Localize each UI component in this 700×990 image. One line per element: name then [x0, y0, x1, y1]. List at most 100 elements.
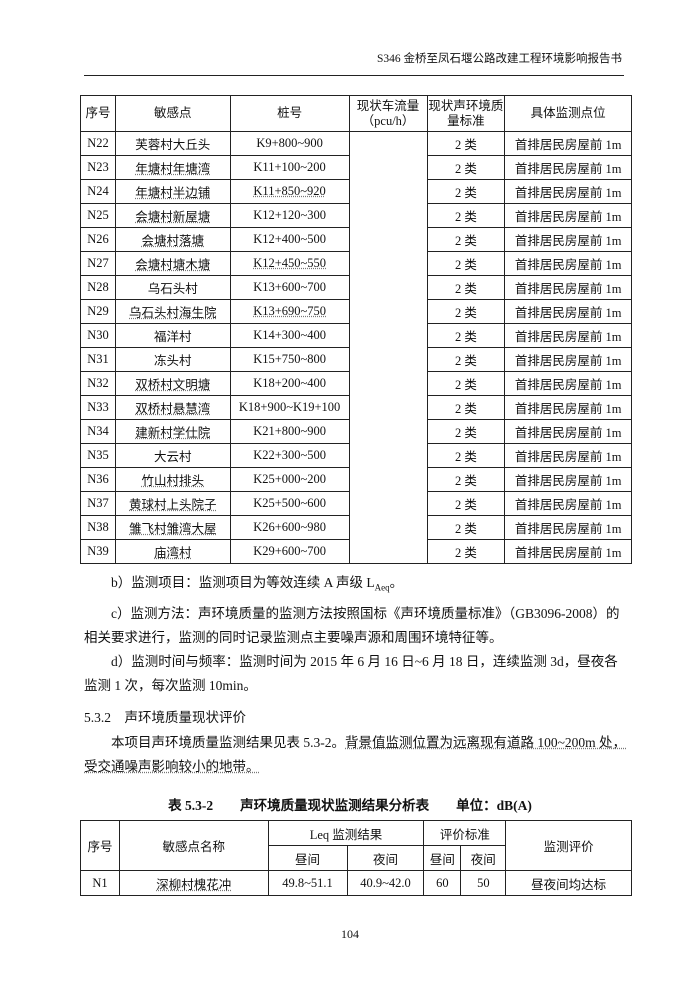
table-row: N1 深柳村槐花冲 49.8~51.1 40.9~42.0 60 50 昼夜间均… — [80, 870, 632, 896]
cell: K12+120~300 — [229, 203, 350, 228]
table-row: N31 冻头村 K15+750~800 2 类首排居民房屋前 1m — [80, 347, 632, 372]
cell: N23 — [80, 155, 116, 180]
table-row: N28 乌石头村 K13+600~700 2 类首排居民房屋前 1m — [80, 275, 632, 300]
cell: N29 — [80, 299, 116, 324]
paragraph-results: 本项目声环境质量监测结果见表 5.3-2。背景值监测位置为远离现有道路 100~… — [84, 731, 630, 779]
cell: N30 — [80, 323, 116, 348]
cell: N32 — [80, 371, 116, 396]
cell: N27 — [80, 251, 116, 276]
cell: N37 — [80, 491, 116, 516]
cell: 2 类 — [426, 179, 506, 204]
running-header: S346 金桥至凤石堰公路改建工程环境影响报告书 — [376, 53, 622, 65]
cell: 会塘村塘木塘 — [114, 251, 231, 276]
cell: 雏飞村雏湾大屋 — [114, 515, 231, 540]
text: 背景值监测位置为远离现有道路 100~200m 处，受交通噪声影响较小的地带。 — [84, 735, 627, 774]
cell: 2 类 — [426, 155, 506, 180]
cell: 2 类 — [426, 227, 506, 252]
col-header: 序号 — [80, 820, 120, 871]
table-header-row: 序号 敏感点 桩号 现状车流量（pcu/h） 现状声环境质量标准 具体监测点位 — [80, 95, 632, 132]
cell: 首排居民房屋前 1m — [504, 443, 632, 468]
cell: 2 类 — [426, 299, 506, 324]
cell: 黄球村上头院子 — [114, 491, 231, 516]
col-header: 桩号 — [229, 95, 350, 132]
results-table: 序号 敏感点名称 Leq 监测结果 评价标准 监测评价 昼间 夜间 昼间 夜间 … — [80, 820, 632, 896]
cell: K21+800~900 — [229, 419, 350, 444]
cell: 乌石头村 — [114, 275, 231, 300]
cell: K9+800~900 — [229, 131, 350, 156]
cell: 2 类 — [426, 539, 506, 564]
cell: 2 类 — [426, 251, 506, 276]
cell: 2 类 — [426, 131, 506, 156]
cell: 首排居民房屋前 1m — [504, 515, 632, 540]
table-row: N22 芙蓉村大丘头 K9+800~900 2 类首排居民房屋前 1m — [80, 131, 632, 564]
header-rule — [84, 75, 624, 76]
table-row: N26 会塘村落塘 K12+400~500 2 类首排居民房屋前 1m — [80, 227, 632, 252]
cell: 2 类 — [426, 419, 506, 444]
cell: 首排居民房屋前 1m — [504, 539, 632, 564]
text: 。 — [389, 575, 404, 590]
text: 本项目声环境质量监测结果见表 5.3-2。 — [111, 735, 345, 750]
cell: 50 — [460, 870, 507, 896]
cell: 双桥村悬慧湾 — [114, 395, 231, 420]
table-row: N23 年塘村年塘湾 K11+100~200 2 类首排居民房屋前 1m — [80, 155, 632, 180]
cell: 首排居民房屋前 1m — [504, 323, 632, 348]
cell: K14+300~400 — [229, 323, 350, 348]
cell: K12+400~500 — [229, 227, 350, 252]
cell: K13+690~750 — [229, 299, 350, 324]
cell: 首排居民房屋前 1m — [504, 371, 632, 396]
col-header: 监测评价 — [505, 820, 632, 871]
cell: K15+750~800 — [229, 347, 350, 372]
col-header: 现状声环境质量标准 — [426, 95, 506, 132]
page-number: 104 — [341, 927, 359, 941]
cell: K11+100~200 — [229, 155, 350, 180]
cell: N38 — [80, 515, 116, 540]
paragraph-c: c）监测方法：声环境质量的监测方法按照国标《声环境质量标准》（GB3096-20… — [84, 606, 620, 645]
col-header: 夜间 — [346, 845, 425, 871]
col-header: 评价标准 — [423, 820, 507, 846]
cell: N22 — [80, 131, 116, 156]
cell: 首排居民房屋前 1m — [504, 155, 632, 180]
cell: 会塘村落塘 — [114, 227, 231, 252]
cell: 2 类 — [426, 371, 506, 396]
cell: 会塘村新屋塘 — [114, 203, 231, 228]
cell: 冻头村 — [114, 347, 231, 372]
col-header: 昼间 — [423, 845, 462, 871]
table-row: N24 年塘村半边铺 K11+850~920 2 类首排居民房屋前 1m — [80, 179, 632, 204]
paragraph-b: b）监测项目：监测项目为等效连续 A 声级 LAeq。 — [84, 571, 630, 600]
cell: K29+600~700 — [229, 539, 350, 564]
cell: 首排居民房屋前 1m — [504, 179, 632, 204]
section-heading: 5.3.2 声环境质量现状评价 — [84, 710, 246, 725]
cell: 建新村学仕院 — [114, 419, 231, 444]
cell: N24 — [80, 179, 116, 204]
cell: 大云村 — [114, 443, 231, 468]
cell: K22+300~500 — [229, 443, 350, 468]
cell: K18+900~K19+100 — [229, 395, 350, 420]
cell: K25+000~200 — [229, 467, 350, 492]
cell: K11+850~920 — [229, 179, 350, 204]
col-header: 现状车流量（pcu/h） — [348, 95, 428, 132]
table-row: N33 双桥村悬慧湾 K18+900~K19+100 2 类首排居民房屋前 1m — [80, 395, 632, 420]
cell: 乌石头村海生院 — [114, 299, 231, 324]
col-header: 序号 — [80, 95, 116, 132]
cell: 2 类 — [426, 491, 506, 516]
table-row: N39 庙湾村 K29+600~700 2 类首排居民房屋前 1m — [80, 539, 632, 564]
cell: N34 — [80, 419, 116, 444]
cell: N33 — [80, 395, 116, 420]
cell: 60 — [423, 870, 462, 896]
col-header: 夜间 — [460, 845, 507, 871]
cell: 庙湾村 — [114, 539, 231, 564]
cell: K26+600~980 — [229, 515, 350, 540]
cell: N26 — [80, 227, 116, 252]
cell: K18+200~400 — [229, 371, 350, 396]
cell: 年塘村半边铺 — [114, 179, 231, 204]
cell: 首排居民房屋前 1m — [504, 395, 632, 420]
cell: 首排居民房屋前 1m — [504, 275, 632, 300]
table-row: N27 会塘村塘木塘 K12+450~550 2 类首排居民房屋前 1m — [80, 251, 632, 276]
col-header: 昼间 — [267, 845, 348, 871]
cell: N35 — [80, 443, 116, 468]
subscript: Aeq — [374, 582, 390, 593]
cell: 首排居民房屋前 1m — [504, 251, 632, 276]
cell: 深柳村槐花冲 — [118, 870, 269, 896]
cell: 2 类 — [426, 347, 506, 372]
